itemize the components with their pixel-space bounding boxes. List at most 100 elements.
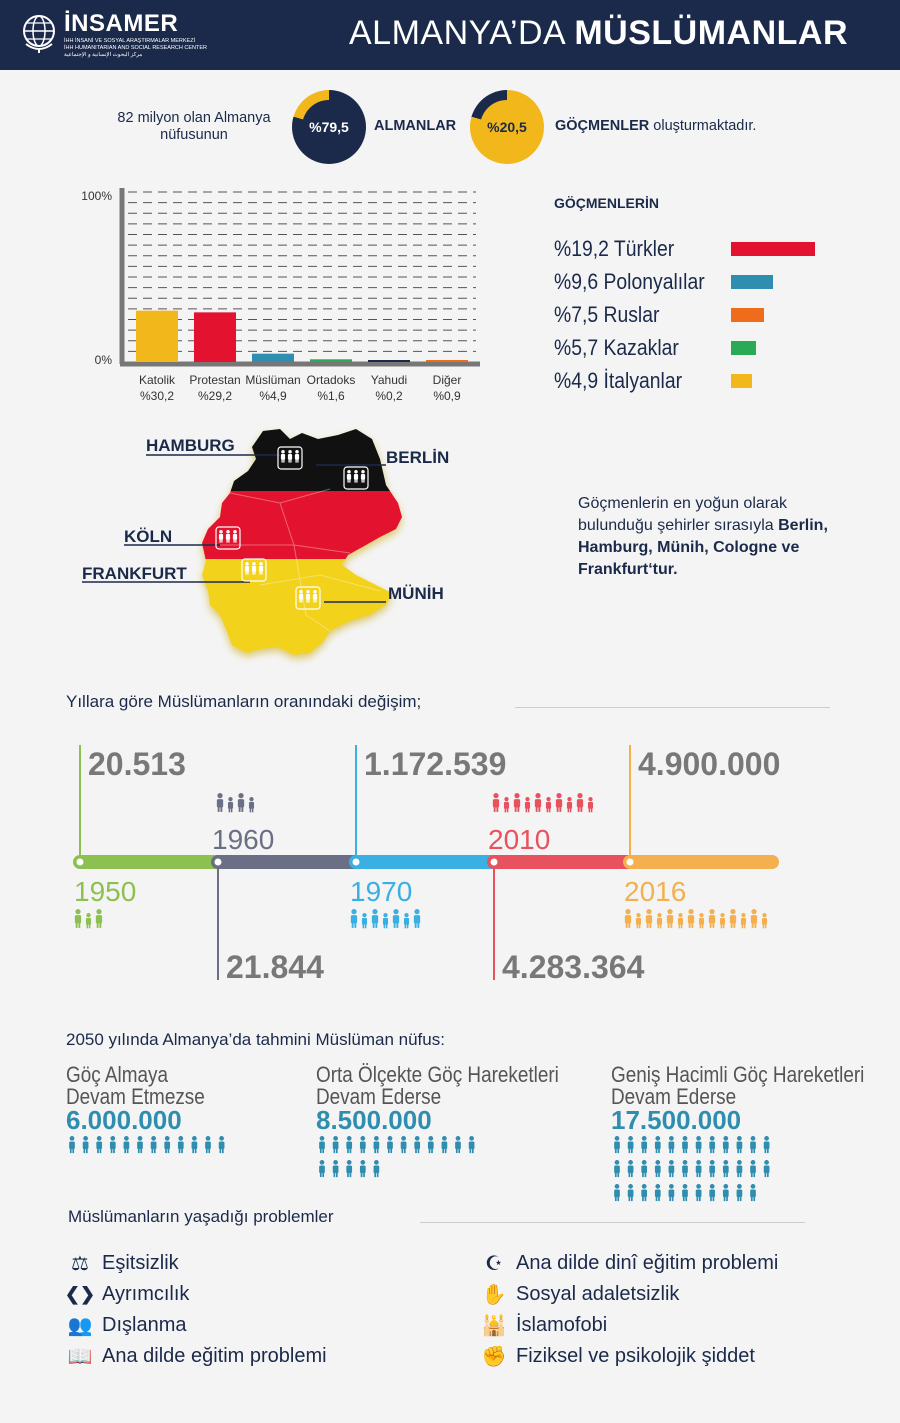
city-marker-icon (277, 446, 303, 470)
person-icon (455, 1136, 461, 1154)
open-book-icon: 📖 (67, 1345, 93, 1368)
logo-subtitle-en: İHH HUMANITARIAN AND SOCIAL RESEARCH CEN… (64, 45, 208, 51)
person-icon (641, 1136, 648, 1154)
person-icon (576, 793, 584, 812)
scenario-people (614, 1136, 770, 1202)
timeline-year: 2016 (624, 876, 686, 907)
timeline-heading: Yıllara göre Müslümanların oranındaki de… (66, 692, 422, 711)
person-icon (205, 1136, 211, 1154)
person-icon (668, 1136, 675, 1154)
person-icon (641, 1184, 648, 1202)
religion-bar-chart: 100% 0% Katolik %30,2 Protestan %29,2 Müslüm… (81, 188, 480, 403)
population-intro: 82 milyon olan Almanya nüfusunun (117, 110, 271, 143)
problem-item: 👥 Dışlanma (66, 1312, 187, 1338)
cities-description: Göçmenlerin en yoğun olarak bulunduğu şe… (578, 493, 858, 581)
origin-bar (731, 308, 764, 322)
problem-item: 🕌 İslamofobi (480, 1312, 608, 1338)
person-icon (654, 1160, 661, 1178)
person-icon (763, 1136, 770, 1154)
y-tick-top: 100% (81, 189, 112, 203)
migrants-label-bold: GÖÇMENLER (555, 118, 650, 134)
person-icon (682, 1160, 688, 1178)
y-tick-bottom: 0% (95, 353, 113, 367)
timeline-year: 1950 (74, 876, 136, 907)
person-icon (624, 909, 632, 928)
person-icon (750, 1184, 756, 1202)
problem-label: Eşitsizlik (102, 1251, 179, 1274)
person-icon (371, 909, 379, 928)
timeline-value: 4.900.000 (638, 746, 780, 782)
person-icon (232, 530, 238, 543)
person-icon (373, 1160, 380, 1178)
scenario-value: 6.000.000 (66, 1105, 182, 1135)
problem-item: ✊ Fiziksel ve psikolojik şiddet (480, 1343, 755, 1369)
person-icon (359, 1136, 366, 1154)
scenario-label-line2: Devam Ederse (611, 1084, 737, 1109)
person-icon (353, 470, 359, 483)
projection-heading: 2050 yılında Almanya’da tahmini Müslüman… (66, 1030, 445, 1049)
problem-item: ❮❯ Ayrımcılık (64, 1281, 190, 1307)
logo-subtitle-ar: مركز البحوث الإنسانية و الإجتماعية (64, 52, 143, 58)
x-tick-label: Diğer (433, 373, 462, 387)
problem-label: Fiziksel ve psikolojik şiddet (516, 1344, 755, 1367)
mosque-icon: 🕌 (481, 1314, 507, 1337)
person-icon (635, 913, 642, 929)
timeline-year: 2010 (488, 824, 550, 855)
person-icon (392, 909, 400, 928)
migrants-label-suffix: oluşturmaktadır. (649, 118, 757, 134)
person-icon (750, 1136, 756, 1154)
origin-bar (731, 341, 756, 355)
scenario-people (319, 1136, 475, 1178)
chart-gridlines (128, 191, 476, 363)
person-icon (258, 562, 264, 575)
person-icon (403, 913, 410, 929)
origin-label: %19,2 Türkler (554, 236, 675, 261)
person-icon (708, 909, 716, 928)
origin-bar (731, 374, 753, 388)
bar-value-label: %0,2 (375, 389, 403, 403)
person-icon (251, 562, 257, 575)
person-icon (722, 1160, 729, 1178)
angle-brackets-icon: ❮❯ (64, 1283, 96, 1304)
person-icon (654, 1136, 661, 1154)
header-bar: İNSAMER İHH İNSANİ VE SOSYAL ARAŞTIRMALA… (0, 0, 900, 70)
page-title-bold: MÜSLÜMANLAR (574, 14, 848, 52)
scenario-label-line1: Göç Almaya (66, 1062, 169, 1087)
bar-diğer (426, 360, 468, 362)
fist-impact-icon: ✊ (481, 1345, 507, 1368)
person-icon (492, 793, 500, 812)
bar-value-label: %30,2 (140, 389, 174, 403)
person-icon (95, 909, 103, 928)
timeline-value: 20.513 (88, 746, 186, 782)
origin-row: %4,9 İtalyanlar (554, 368, 753, 394)
chart-bars (136, 310, 468, 362)
raised-hand-icon: ✋ (481, 1283, 507, 1306)
person-icon (287, 450, 293, 463)
person-icon (641, 1160, 648, 1178)
person-icon (587, 797, 594, 813)
person-icon (750, 909, 758, 928)
city-label-berlin: BERLİN (386, 448, 449, 467)
person-icon (294, 450, 300, 463)
person-icon (503, 797, 510, 813)
germans-percent: %79,5 (302, 100, 356, 154)
timeline-node (212, 856, 224, 868)
timeline-node (74, 856, 86, 868)
migrants-percent: %20,5 (480, 100, 534, 154)
person-icon (427, 1136, 434, 1154)
person-icon (280, 450, 286, 463)
person-icon (237, 793, 245, 812)
problem-label: Sosyal adaletsizlik (516, 1282, 680, 1305)
timeline-year: 1960 (212, 824, 274, 855)
person-icon (566, 797, 573, 813)
scenario-label-line1: Geniş Hacimli Göç Hareketleri (611, 1062, 865, 1087)
bar-ortadoks (310, 359, 352, 362)
person-icon (216, 793, 224, 812)
person-icon (524, 797, 531, 813)
person-icon (123, 1136, 130, 1154)
problem-label: İslamofobi (516, 1313, 608, 1336)
origin-label: %5,7 Kazaklar (554, 335, 679, 360)
origin-row: %9,6 Polonyalılar (554, 269, 773, 295)
person-icon (545, 797, 552, 813)
timeline-value: 4.283.364 (502, 949, 645, 985)
